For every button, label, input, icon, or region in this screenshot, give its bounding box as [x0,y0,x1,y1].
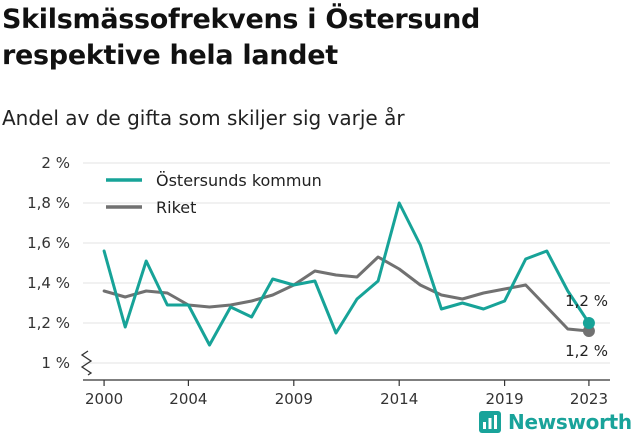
y-tick-label: 1,6 % [27,234,70,252]
x-tick-label: 2009 [275,390,313,408]
chart-title: Skilsmässofrekvens i Östersund respektiv… [2,4,481,71]
y-tick-label: 1,4 % [27,274,70,292]
newsworthy-logo: Newsworthy [478,408,631,436]
gridlines [83,162,610,364]
x-tick-label: 2019 [486,390,524,408]
series-end-point [582,317,595,329]
newsworthy-logo-icon [479,411,501,433]
legend-label: Riket [156,198,196,217]
chart-subtitle: Andel av de gifta som skiljer sig varje … [2,106,405,130]
newsworthy-logo-text: Newsworthy [508,410,631,434]
x-tick-label: 2014 [380,390,418,408]
y-tick-label: 2 % [41,154,70,172]
series-line-0 [102,201,591,347]
y-tick-label: 1,2 % [27,314,70,332]
y-axis: 1 % 1,2 % 1,4 % 1,6 % 1,8 % 2 % [27,154,93,376]
x-tick-label: 2000 [85,390,123,408]
legend: Östersunds kommun Riket [106,171,322,217]
legend-label: Östersunds kommun [156,171,322,190]
series-line-1 [102,255,591,333]
end-label: 1,2 % [565,292,608,310]
end-labels: 1,2 % 1,2 % [565,292,608,360]
series-lines [102,201,595,347]
x-tick-label: 2023 [570,390,608,408]
x-tick-label: 2004 [169,390,207,408]
axis-break-icon [80,350,93,376]
end-label: 1,2 % [565,342,608,360]
x-axis: 2000 2004 2009 2014 2019 2023 [83,379,610,408]
y-tick-label: 1,8 % [27,194,70,212]
y-tick-label: 1 % [41,354,70,372]
